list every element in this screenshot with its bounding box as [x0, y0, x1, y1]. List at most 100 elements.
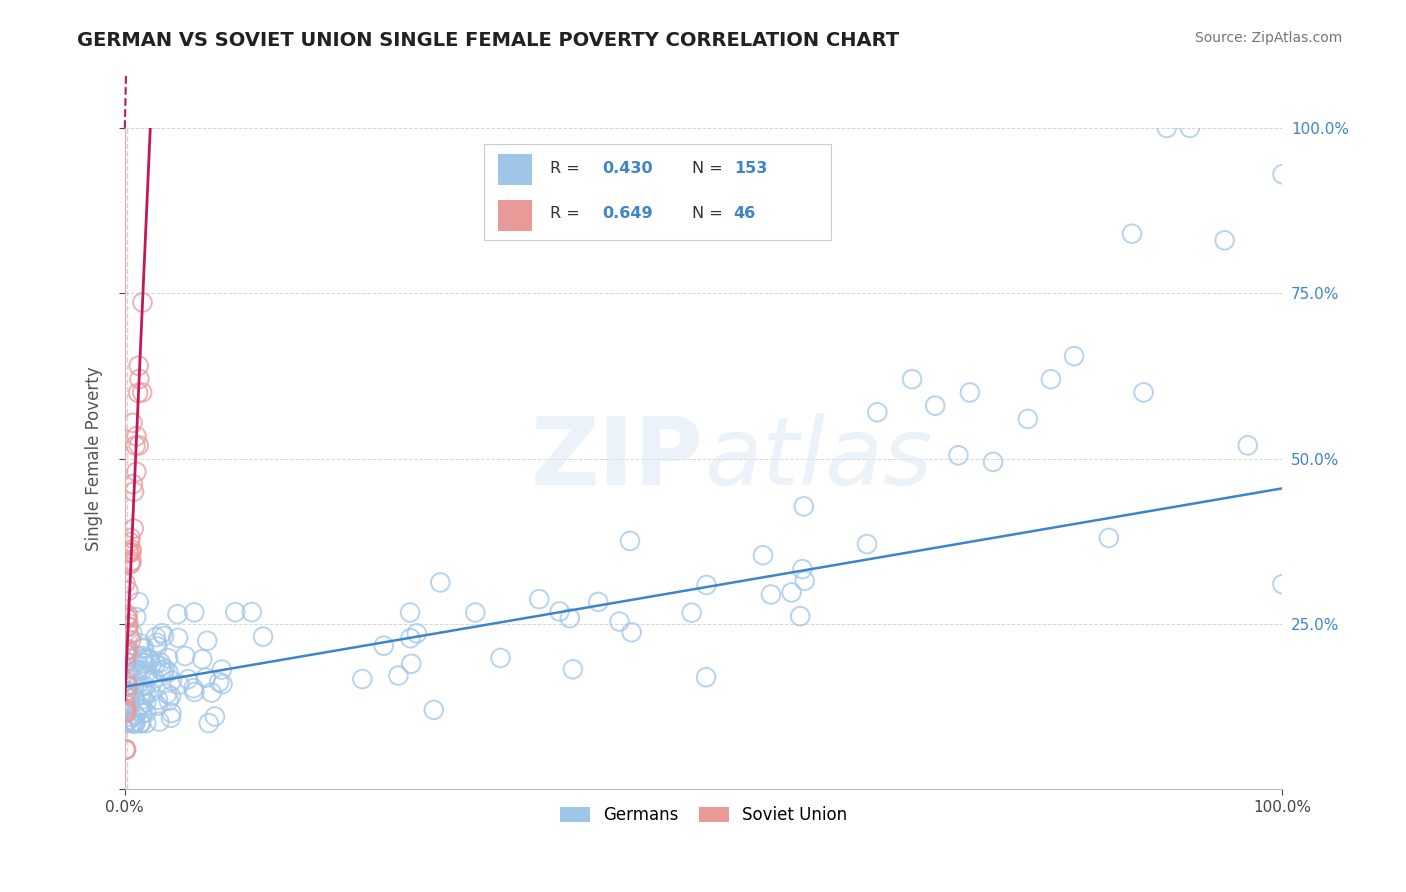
Point [118, 616, 141, 631]
Point [1271, 167, 1294, 181]
Point [224, 605, 246, 619]
Point [114, 742, 136, 756]
Point [120, 661, 142, 675]
Point [122, 673, 145, 688]
Point [146, 640, 169, 654]
Point [204, 709, 226, 723]
Point [793, 500, 815, 514]
Point [121, 542, 143, 557]
Point [620, 625, 643, 640]
Point [166, 607, 188, 621]
Point [129, 716, 152, 731]
Point [132, 656, 155, 670]
Point [127, 676, 149, 690]
Point [115, 684, 138, 698]
Point [1132, 385, 1154, 400]
Point [160, 706, 183, 720]
Point [115, 686, 138, 700]
Point [211, 663, 233, 677]
Point [160, 711, 183, 725]
Point [399, 606, 422, 620]
Point [792, 562, 814, 576]
Point [153, 629, 176, 643]
Point [429, 575, 451, 590]
Point [558, 611, 581, 625]
Point [240, 605, 263, 619]
Point [135, 706, 157, 720]
Point [115, 716, 138, 731]
Point [114, 673, 136, 688]
Point [131, 688, 153, 702]
Point [118, 546, 141, 560]
Point [619, 533, 641, 548]
Point [1271, 577, 1294, 591]
Point [128, 359, 150, 373]
Point [117, 619, 139, 633]
Point [793, 574, 815, 588]
Point [149, 656, 172, 670]
Point [1156, 120, 1178, 135]
Point [131, 706, 153, 721]
Point [138, 652, 160, 666]
Point [136, 670, 159, 684]
Point [125, 610, 148, 624]
Point [122, 679, 145, 693]
Point [129, 699, 152, 714]
Point [789, 609, 811, 624]
Point [134, 670, 156, 684]
Point [160, 690, 183, 704]
Point [124, 707, 146, 722]
Point [127, 701, 149, 715]
Point [129, 637, 152, 651]
Point [132, 648, 155, 663]
Point [198, 716, 221, 731]
Point [117, 583, 139, 598]
Point [115, 655, 138, 669]
Point [866, 405, 889, 419]
Point [114, 701, 136, 715]
Point [118, 713, 141, 727]
Point [146, 698, 169, 713]
Point [856, 537, 879, 551]
Point [132, 652, 155, 666]
Point [118, 668, 141, 682]
Point [401, 657, 423, 671]
Point [211, 677, 233, 691]
Point [135, 686, 157, 700]
Point [121, 545, 143, 559]
Point [405, 626, 427, 640]
Point [183, 685, 205, 699]
Point [114, 704, 136, 718]
Point [121, 716, 143, 731]
Point [399, 632, 422, 646]
Point [609, 615, 631, 629]
Point [1121, 227, 1143, 241]
Point [131, 663, 153, 677]
Point [114, 655, 136, 669]
Point [131, 702, 153, 716]
Point [131, 641, 153, 656]
Point [148, 714, 170, 729]
Point [194, 671, 217, 685]
Point [695, 578, 717, 592]
Point [135, 716, 157, 731]
Point [1213, 233, 1236, 247]
Point [141, 657, 163, 672]
Point [1039, 372, 1062, 386]
Point [195, 633, 218, 648]
Point [423, 703, 446, 717]
Point [114, 698, 136, 712]
Point [208, 675, 231, 690]
Point [1178, 120, 1201, 135]
Point [115, 648, 138, 662]
Point [125, 708, 148, 723]
Point [115, 704, 138, 718]
Point [129, 716, 152, 731]
Point [127, 649, 149, 664]
Point [125, 465, 148, 479]
Point [146, 692, 169, 706]
Point [352, 672, 374, 686]
Point [588, 595, 610, 609]
Point [150, 663, 173, 677]
Point [121, 416, 143, 430]
